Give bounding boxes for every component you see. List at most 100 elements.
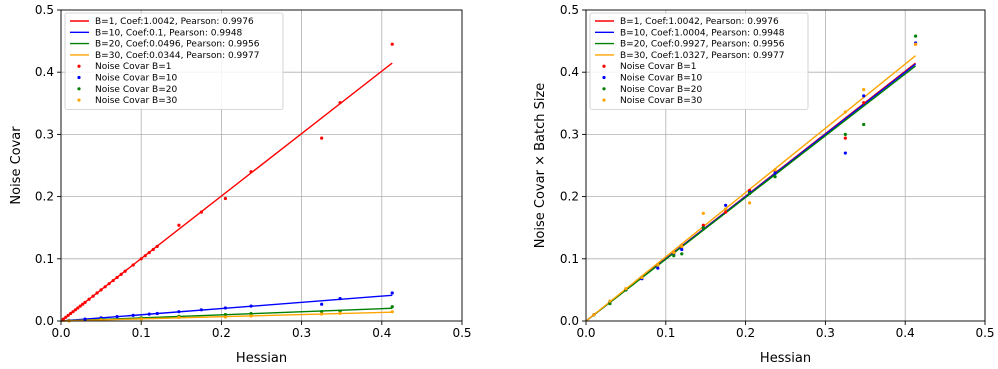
- data-point-series-1: [724, 210, 728, 214]
- data-point-series-1: [155, 244, 159, 248]
- y-tick-label: 0.1: [560, 252, 579, 266]
- legend-entry-line: B=20, Coef:0.9927, Pearson: 0.9956: [620, 40, 785, 50]
- data-point-series-4: [913, 42, 918, 46]
- x-tick-label: 0.0: [51, 326, 70, 340]
- data-point-series-2: [223, 306, 228, 310]
- data-point-series-4: [223, 315, 228, 319]
- legend-entry-series: Noise Covar B=20: [95, 85, 177, 95]
- data-point-series-1: [701, 223, 705, 227]
- data-point-series-3: [672, 254, 676, 258]
- chart-panel-2: 0.0 0.1 0.2 0.3 0.4 0.5 0.0 0.1 0.2 0.3 0.4 0.5 Hess…: [533, 3, 995, 366]
- data-point-series-1: [66, 313, 70, 318]
- x-tick-label: 0.3: [292, 326, 311, 340]
- data-point-series-1: [390, 42, 394, 46]
- legend-entry-series: Noise Covar B=10: [620, 74, 702, 84]
- data-point-series-1: [177, 223, 181, 227]
- x-tick-label: 0.0: [576, 326, 595, 340]
- data-point-series-1: [103, 285, 107, 289]
- data-point-series-2: [131, 313, 135, 318]
- legend-entry-series: Noise Covar B=30: [620, 96, 702, 106]
- legend-entry-series: Noise Covar B=1: [620, 62, 696, 72]
- data-point-series-1: [320, 136, 324, 140]
- data-point-series-1: [107, 282, 111, 286]
- data-point-series-2: [83, 317, 87, 321]
- data-point-series-3: [249, 312, 253, 316]
- data-point-series-1: [81, 302, 85, 306]
- data-point-series-1: [64, 315, 68, 319]
- legend-marker-swatch: [77, 87, 81, 91]
- data-point-series-3: [843, 132, 847, 136]
- data-point-series-1: [147, 250, 151, 255]
- data-point-series-2: [773, 171, 777, 175]
- data-point-series-1: [223, 196, 228, 201]
- data-point-series-4: [656, 263, 660, 267]
- data-point-series-4: [680, 244, 684, 248]
- data-point-series-2: [199, 308, 203, 312]
- x-tick-label: 0.1: [132, 326, 151, 340]
- data-point-series-4: [862, 88, 866, 92]
- y-tick-label: 0.5: [560, 3, 579, 17]
- data-point-series-2: [249, 304, 253, 308]
- legend-box: [589, 12, 809, 110]
- data-point-series-2: [177, 310, 181, 314]
- data-point-series-3: [773, 175, 777, 179]
- data-point-series-3: [680, 252, 684, 256]
- data-point-series-4: [608, 299, 612, 303]
- data-point-series-4: [592, 313, 596, 317]
- data-point-series-1: [862, 101, 866, 105]
- data-point-series-1: [91, 294, 95, 298]
- legend-marker-swatch: [602, 98, 606, 102]
- plot-frame: [585, 9, 986, 322]
- data-point-series-1: [843, 136, 847, 140]
- x-tick-label: 0.5: [452, 326, 471, 340]
- y-tick-label: 0.0: [35, 314, 54, 328]
- data-point-series-3: [701, 226, 705, 230]
- data-point-series-4: [747, 201, 752, 205]
- data-point-series-2: [115, 315, 119, 319]
- legend-entry-line: B=10, Coef:0.1, Pearson: 0.9948: [95, 28, 243, 38]
- legend-entry-series: Noise Covar B=30: [95, 96, 177, 106]
- x-tick-label: 0.1: [656, 326, 675, 340]
- data-point-series-2: [338, 297, 342, 301]
- data-point-series-4: [320, 312, 324, 316]
- legend-entry-line: B=30, Coef:0.0344, Pearson: 0.9977: [95, 51, 259, 61]
- y-tick-label: 0.2: [35, 190, 54, 204]
- legend-marker-swatch: [77, 64, 81, 68]
- data-point-series-3: [320, 310, 324, 314]
- data-point-series-1: [69, 311, 73, 316]
- data-point-series-4: [724, 207, 728, 211]
- y-tick-label: 0.4: [35, 65, 54, 79]
- y-tick-label: 0.3: [560, 127, 579, 141]
- data-point-series-1: [83, 300, 87, 304]
- x-tick-label: 0.2: [736, 326, 755, 340]
- data-point-series-1: [199, 210, 203, 214]
- legend-marker-swatch: [77, 75, 81, 80]
- legend-entry-series: Noise Covar B=10: [95, 74, 177, 84]
- data-point-series-4: [177, 315, 181, 319]
- data-point-series-2: [320, 302, 324, 306]
- y-tick-label: 0.1: [35, 252, 54, 266]
- data-point-series-1: [111, 278, 115, 283]
- data-point-series-1: [78, 304, 82, 308]
- plot-frame: [60, 9, 463, 322]
- x-tick-label: 0.2: [212, 326, 231, 340]
- y-axis-label: Noise Covar × Batch Size: [533, 83, 548, 249]
- data-point-series-1: [73, 308, 78, 312]
- data-point-series-4: [672, 250, 676, 255]
- data-point-series-4: [338, 311, 342, 315]
- y-tick-label: 0.5: [35, 3, 54, 17]
- data-point-series-3: [862, 122, 866, 127]
- data-point-series-4: [701, 211, 705, 215]
- data-point-series-3: [390, 305, 394, 309]
- legend-entry-line: B=30, Coef:1.0327, Pearson: 0.9977: [620, 51, 784, 61]
- data-point-series-2: [680, 247, 684, 252]
- data-point-series-4: [249, 314, 253, 318]
- y-tick-label: 0.2: [560, 190, 579, 204]
- data-point-series-1: [119, 272, 123, 276]
- legend-marker-swatch: [602, 64, 606, 68]
- data-point-series-1: [123, 269, 127, 273]
- legend-entry-line: B=1, Coef:1.0042, Pearson: 0.9976: [620, 17, 779, 27]
- y-tick-label: 0.3: [35, 127, 54, 141]
